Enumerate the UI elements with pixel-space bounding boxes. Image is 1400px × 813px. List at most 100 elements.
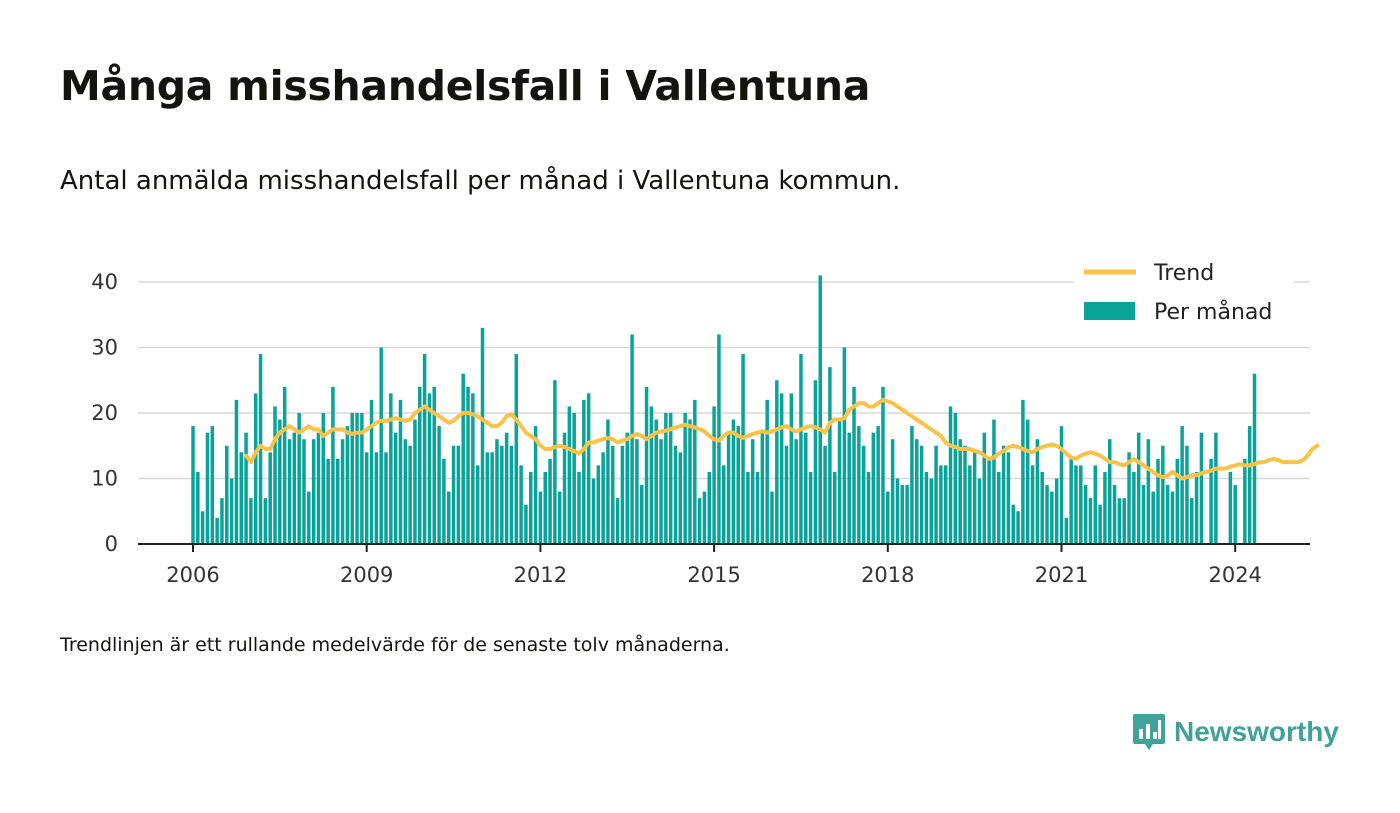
bar bbox=[345, 426, 350, 544]
y-tick-label: 20 bbox=[91, 401, 118, 425]
x-tick-label: 2021 bbox=[1035, 563, 1088, 587]
bar bbox=[746, 471, 750, 544]
bar bbox=[1088, 498, 1093, 544]
bar bbox=[297, 413, 301, 544]
bar bbox=[1233, 485, 1237, 544]
bar bbox=[890, 439, 895, 544]
bar bbox=[736, 426, 740, 544]
bar bbox=[828, 367, 832, 544]
bar bbox=[635, 439, 639, 544]
bar bbox=[842, 347, 847, 544]
bar bbox=[287, 439, 292, 544]
bar bbox=[596, 465, 601, 544]
bar bbox=[403, 439, 408, 544]
bar bbox=[977, 478, 982, 544]
trend-line bbox=[244, 397, 1320, 481]
bar bbox=[461, 373, 465, 544]
bar bbox=[548, 458, 552, 544]
footnote: Trendlinjen är ett rullande medelvärde f… bbox=[60, 634, 730, 656]
bar bbox=[953, 413, 958, 544]
bar bbox=[968, 465, 972, 544]
bar bbox=[524, 504, 528, 544]
y-tick-label: 0 bbox=[105, 532, 118, 556]
bar bbox=[529, 471, 533, 544]
bar bbox=[331, 386, 335, 544]
bar bbox=[808, 471, 813, 544]
bar bbox=[601, 452, 605, 544]
bar bbox=[611, 445, 615, 544]
bar bbox=[220, 498, 224, 544]
bar bbox=[673, 445, 678, 544]
bar bbox=[1156, 458, 1160, 544]
bar bbox=[1151, 491, 1155, 544]
legend-swatch-per-manad bbox=[1084, 302, 1135, 320]
bar bbox=[847, 432, 851, 544]
bar bbox=[1054, 478, 1059, 544]
bar bbox=[813, 380, 818, 544]
bar bbox=[384, 452, 388, 544]
bar bbox=[557, 491, 562, 544]
bar bbox=[311, 439, 316, 544]
bar bbox=[1083, 485, 1088, 544]
bar bbox=[1040, 471, 1044, 544]
bar bbox=[1030, 465, 1035, 544]
bar bbox=[1190, 498, 1194, 544]
bar bbox=[553, 380, 557, 544]
bar bbox=[307, 491, 311, 544]
y-tick-label: 10 bbox=[91, 467, 118, 491]
chart-subtitle: Antal anmälda misshandelsfall per månad … bbox=[60, 166, 901, 196]
bar bbox=[992, 419, 996, 544]
bar bbox=[1247, 426, 1252, 544]
bar bbox=[823, 445, 827, 544]
bar bbox=[881, 386, 885, 544]
bar bbox=[1059, 426, 1064, 544]
bar bbox=[446, 491, 451, 544]
bar bbox=[943, 465, 948, 544]
chart-title: Många misshandelsfall i Vallentuna bbox=[60, 62, 871, 110]
bar bbox=[1141, 485, 1146, 544]
bar bbox=[915, 439, 919, 544]
bar bbox=[427, 393, 432, 544]
bar bbox=[451, 445, 456, 544]
bar bbox=[972, 452, 977, 544]
bar bbox=[268, 452, 272, 544]
bar bbox=[900, 485, 905, 544]
bar bbox=[239, 452, 243, 544]
bar bbox=[509, 445, 514, 544]
bar bbox=[360, 413, 364, 544]
bar bbox=[924, 471, 929, 544]
bar bbox=[389, 393, 393, 544]
bar bbox=[644, 386, 649, 544]
bar bbox=[471, 393, 475, 544]
bar bbox=[886, 491, 890, 544]
bar bbox=[485, 452, 490, 544]
brand[interactable]: Newsworthy bbox=[1132, 712, 1339, 752]
bar bbox=[355, 413, 359, 544]
bar bbox=[1064, 517, 1069, 544]
bar bbox=[273, 406, 277, 544]
bar bbox=[249, 498, 253, 544]
bar bbox=[1209, 458, 1213, 544]
bar bbox=[292, 432, 297, 544]
bar bbox=[572, 413, 576, 544]
bar bbox=[1079, 465, 1083, 544]
bar bbox=[504, 432, 509, 544]
bar bbox=[1006, 452, 1011, 544]
bar bbox=[1035, 439, 1040, 544]
bar bbox=[997, 471, 1001, 544]
bar bbox=[1074, 465, 1078, 544]
bar bbox=[1093, 465, 1098, 544]
y-tick-label: 40 bbox=[91, 270, 118, 294]
bar bbox=[234, 399, 239, 544]
bar bbox=[832, 471, 837, 544]
bar bbox=[408, 445, 412, 544]
bar bbox=[861, 445, 866, 544]
bar bbox=[697, 498, 702, 544]
bar bbox=[905, 485, 909, 544]
bar bbox=[1228, 471, 1233, 544]
bar bbox=[784, 445, 789, 544]
bar bbox=[1117, 498, 1122, 544]
x-tick-label: 2024 bbox=[1208, 563, 1261, 587]
bar bbox=[712, 406, 716, 544]
bar bbox=[639, 485, 644, 544]
